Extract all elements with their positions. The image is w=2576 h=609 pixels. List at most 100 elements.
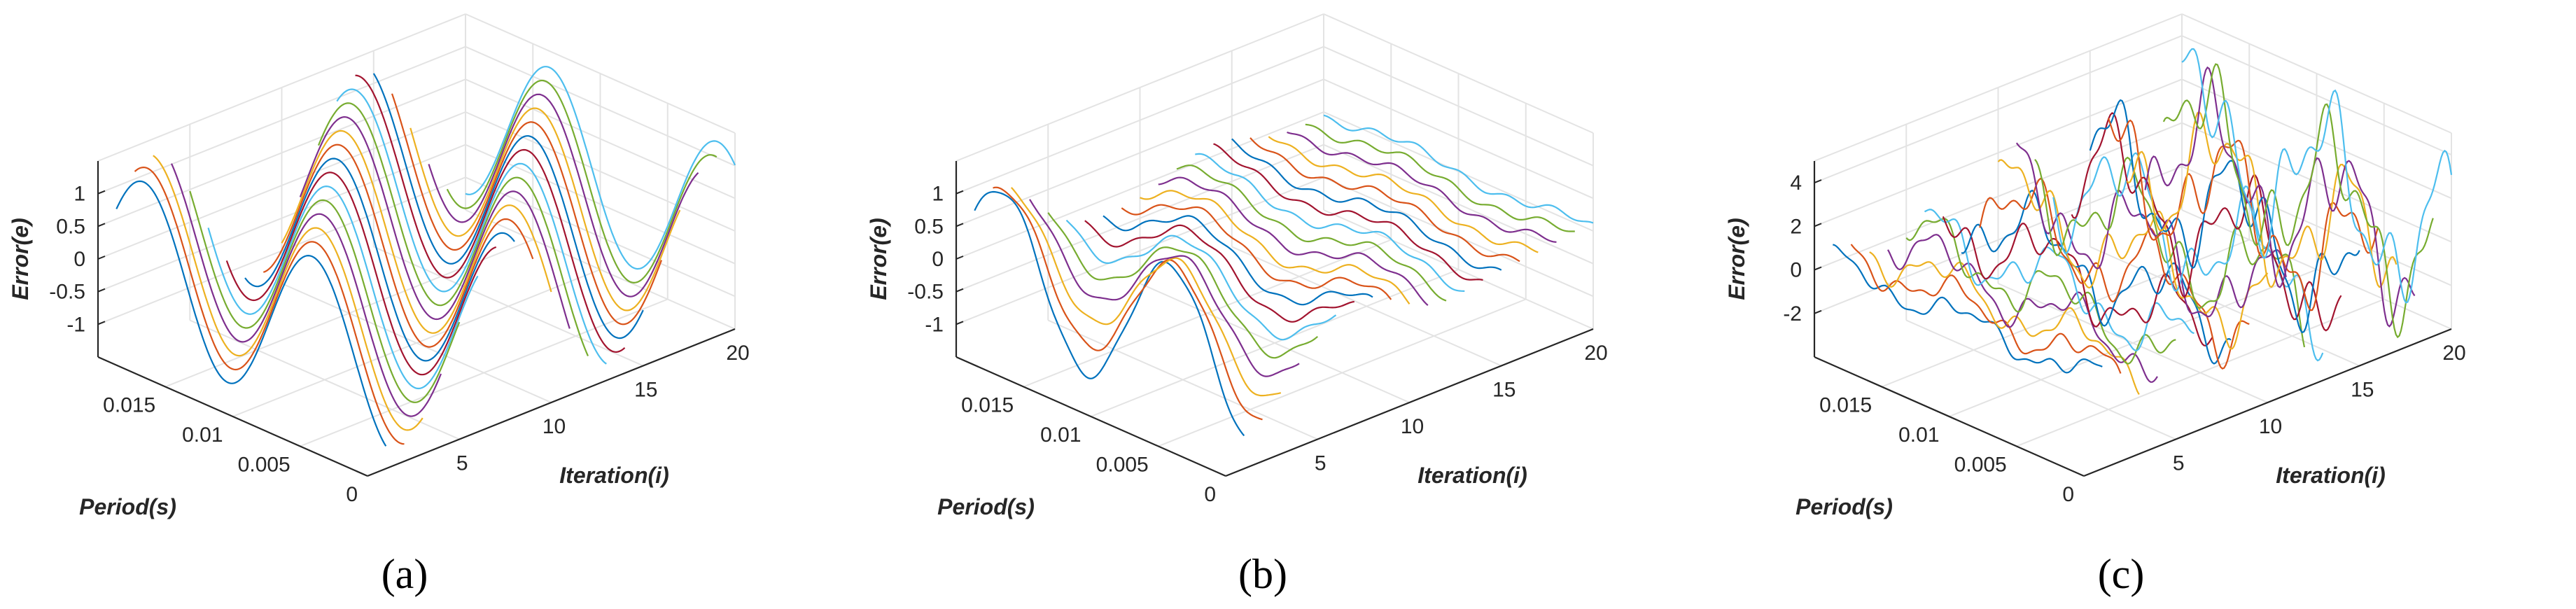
panel-caption: (a)	[382, 551, 428, 597]
x-tick-label: 15	[1492, 379, 1516, 402]
series-line-15	[372, 73, 644, 340]
x-axis-line	[1225, 328, 1594, 477]
subplot-a: 1 0.5 0 -0.5 -1 5 10 15 20 0.015 0.01 0.005 0 Error(…	[0, 0, 858, 609]
grid-line	[1047, 319, 1318, 440]
series-line-16	[1250, 137, 1520, 262]
x-tick-label: 10	[2259, 415, 2282, 438]
x-axis-label: Iteration(i)	[2276, 463, 2385, 488]
series-line-5	[1905, 218, 2176, 365]
z-tick-label: -1	[66, 313, 85, 336]
series-line-19	[1305, 123, 1575, 232]
series-line-12	[1176, 164, 1447, 302]
z-tick-label: 0.5	[56, 215, 85, 238]
series-line-11	[299, 115, 570, 329]
series-line-5	[189, 190, 461, 403]
x-tick-label: 15	[634, 379, 657, 402]
y-tick-label: 0.005	[1954, 454, 2007, 477]
y-tick-label: 0.01	[182, 424, 223, 447]
y-axis-line	[97, 356, 368, 477]
series-line-10	[1997, 159, 2269, 350]
z-tick-mark	[97, 321, 106, 326]
y-tick-label: 0.015	[1819, 394, 1872, 417]
grid-line	[2181, 122, 2452, 243]
series-line-17	[410, 107, 681, 312]
grid-line	[189, 319, 460, 440]
series-line-4	[1029, 199, 1300, 377]
z-tick-label: 4	[1790, 172, 1802, 195]
y-tick-label: 0.01	[1040, 424, 1081, 447]
grid-line	[1323, 111, 1594, 232]
box-edge	[465, 13, 736, 134]
grid-line	[465, 176, 736, 298]
z-tick-mark	[955, 223, 964, 227]
series-line-13	[1195, 153, 1465, 292]
tick-labels: 1 0.5 0 -0.5 -1 5 10 15 20 0.015 0.01 0.005 0	[49, 183, 749, 506]
x-axis-label: Iteration(i)	[1418, 463, 1527, 488]
series-line-12	[317, 102, 589, 357]
box-edge	[1323, 13, 1594, 134]
z-tick-mark	[97, 288, 106, 293]
series-line-14	[1213, 143, 1483, 281]
series-line-17	[2126, 111, 2398, 288]
series-line-9	[1121, 204, 1392, 300]
y-tick-label: 0.01	[1898, 424, 1939, 447]
chart-b-svg: 1 0.5 0 -0.5 -1 5 10 15 20 0.015 0.01 0.005 0 Error(…	[866, 13, 1608, 597]
grid-line	[97, 144, 466, 293]
tick-labels: 1 0.5 0 -0.5 -1 5 10 15 20 0.015 0.01 0.005 0	[907, 183, 1607, 506]
z-tick-mark	[97, 255, 106, 260]
grid-line	[2181, 165, 2452, 286]
z-tick-label: -2	[1783, 302, 1802, 326]
series-line-7	[1084, 220, 1354, 323]
series-line-15	[1231, 138, 1502, 271]
z-tick-label: 1	[74, 183, 85, 206]
x-tick-label: 10	[1401, 415, 1424, 438]
z-axis-label: Error(e)	[8, 218, 33, 300]
y-tick-label: 0.005	[238, 454, 290, 477]
box-edge	[1814, 13, 2183, 162]
series-line-11	[1158, 176, 1429, 307]
grid-line	[955, 111, 1324, 260]
y-tick-label: 0.015	[103, 394, 155, 417]
z-tick-label: 0	[932, 248, 944, 271]
series-line-15	[2089, 99, 2360, 334]
grid-line	[1814, 35, 2183, 184]
y-axis-line	[1814, 356, 2085, 477]
grid-lines	[97, 13, 736, 477]
series-line-19	[446, 79, 718, 284]
series-line-8	[1961, 189, 2232, 365]
x-tick-label: 20	[2442, 342, 2465, 365]
z-axis-label: Error(e)	[1724, 218, 1749, 300]
grid-line	[1323, 209, 1594, 330]
grid-line	[1323, 78, 1594, 200]
x-tick-label: 5	[1315, 452, 1326, 475]
y-axis-label: Period(s)	[79, 494, 176, 519]
grid-line	[955, 176, 1324, 326]
z-tick-label: -0.5	[907, 281, 944, 304]
series-line-4	[1887, 234, 2158, 383]
series-line-10	[1140, 190, 1410, 304]
series-line-14	[355, 74, 626, 354]
x-tick-label: 20	[1584, 342, 1607, 365]
series-line-2	[134, 166, 405, 445]
grid-line	[955, 46, 1324, 195]
subplot-b: 1 0.5 0 -0.5 -1 5 10 15 20 0.015 0.01 0.005 0 Error(…	[858, 0, 1716, 609]
grid-line	[465, 209, 736, 330]
series-line-2	[1850, 244, 2122, 374]
box-edge	[955, 13, 1324, 162]
z-tick-label: -1	[925, 313, 944, 336]
x-tick-label: 20	[726, 342, 749, 365]
grid-line	[1140, 283, 1410, 403]
x-tick-label: 5	[456, 452, 468, 475]
box-edge	[2181, 13, 2452, 134]
x-axis-label: Iteration(i)	[559, 463, 668, 488]
grid-line	[1323, 144, 1594, 265]
series-line-1	[974, 190, 1245, 437]
z-tick-label: 1	[932, 183, 944, 206]
z-tick-label: 2	[1790, 215, 1802, 238]
series-line-8	[244, 158, 515, 362]
panel-caption: (c)	[2098, 551, 2145, 597]
axis-lines	[1813, 161, 2452, 477]
series-line-1	[115, 180, 387, 447]
